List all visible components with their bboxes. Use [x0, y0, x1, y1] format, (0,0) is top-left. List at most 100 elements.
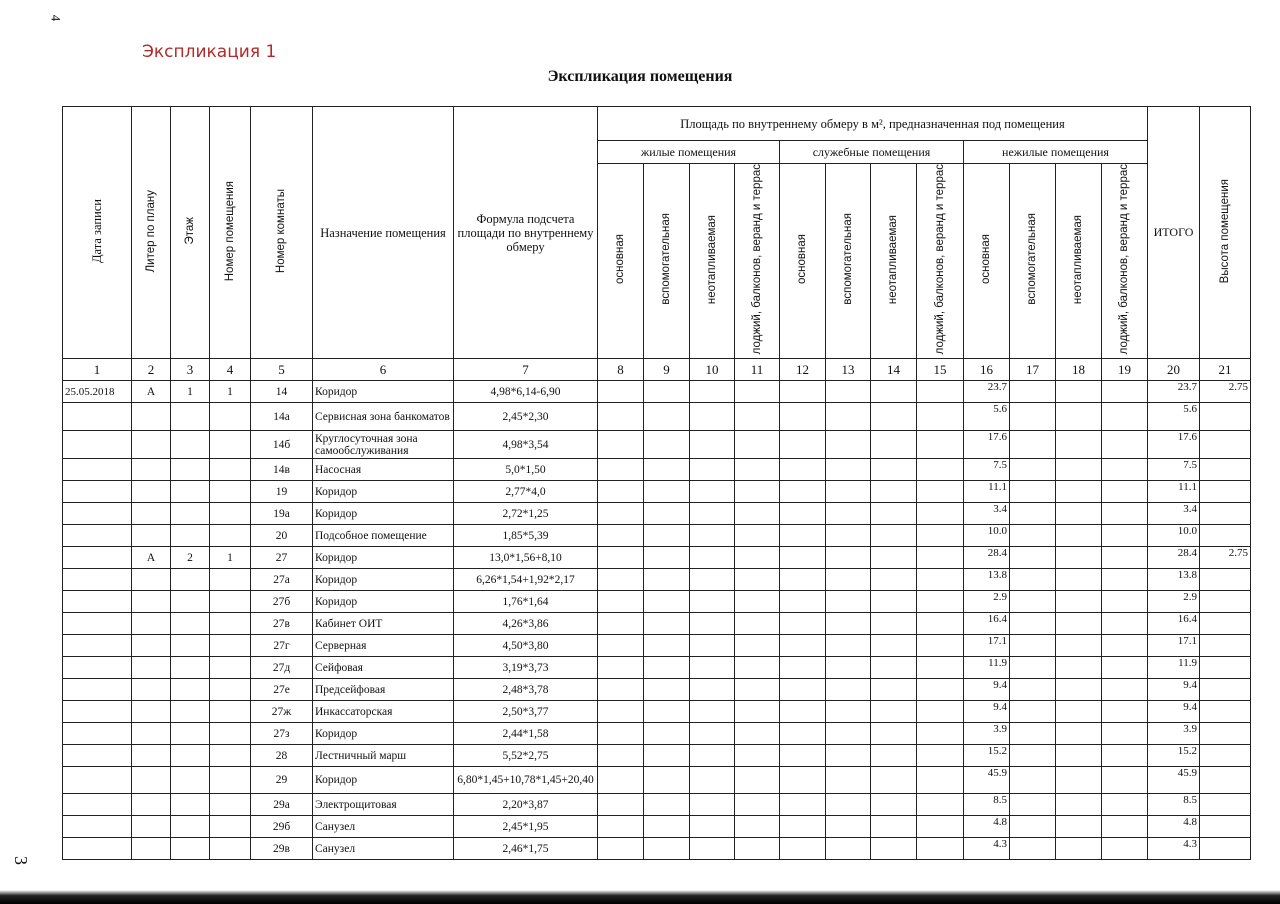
page-number: 4 [48, 14, 64, 22]
cell-area-14 [870, 744, 917, 768]
cell-area-8 [597, 458, 644, 482]
cell-area-16: 7.5 [963, 458, 1010, 482]
cell-area-17 [1009, 837, 1056, 861]
cell-purpose: Коридор [312, 480, 454, 504]
cell-area-12 [779, 793, 826, 817]
cell-premise [209, 837, 251, 861]
cell-area-15 [916, 815, 964, 839]
scan-edge [0, 890, 1280, 904]
cell-purpose: Санузел [312, 815, 454, 839]
cell-liter [131, 634, 171, 658]
cell-area-14 [870, 678, 917, 702]
cell-area-16: 45.9 [963, 766, 1010, 795]
cell-area-10 [689, 837, 735, 861]
column-number: 5 [250, 358, 313, 382]
cell-formula: 2,50*3,77 [453, 700, 598, 724]
cell-area-15 [916, 568, 964, 592]
cell-area-17 [1009, 766, 1056, 795]
cell-area-12 [779, 380, 826, 404]
cell-area-17 [1009, 480, 1056, 504]
cell-height [1199, 402, 1251, 432]
cell-area-13 [825, 568, 871, 592]
cell-area-17 [1009, 380, 1056, 404]
cell-area-8 [597, 793, 644, 817]
header-premise-number: Номер помещения [209, 105, 251, 360]
cell-area-13 [825, 815, 871, 839]
cell-area-14 [870, 793, 917, 817]
cell-area-13 [825, 722, 871, 746]
cell-area-16: 3.9 [963, 722, 1010, 746]
cell-area-8 [597, 722, 644, 746]
cell-total: 17.6 [1147, 430, 1200, 460]
cell-floor [170, 656, 210, 680]
cell-area-16: 3.4 [963, 502, 1010, 526]
cell-room: 14в [250, 458, 313, 482]
cell-area-15 [916, 722, 964, 746]
cell-room: 27з [250, 722, 313, 746]
cell-area-11 [734, 634, 780, 658]
header-room-number: Номер комнаты [250, 105, 313, 360]
table-row: 29 Коридор 6,80*1,45+10,78*1,45+20,40 45.9 4… [62, 766, 1251, 795]
cell-area-17 [1009, 430, 1056, 460]
cell-area-14 [870, 380, 917, 404]
cell-date [62, 524, 132, 548]
cell-area-18 [1055, 502, 1102, 526]
cell-area-13 [825, 502, 871, 526]
cell-area-14 [870, 524, 917, 548]
cell-area-11 [734, 744, 780, 768]
table-row: 27б Коридор 1,76*1,64 2.9 2.9 [62, 590, 1251, 614]
header-service: служебные помещения [779, 140, 964, 164]
cell-date [62, 722, 132, 746]
cell-floor [170, 744, 210, 768]
cell-area-13 [825, 678, 871, 702]
cell-area-13 [825, 402, 871, 432]
table-row: 28 Лестничный марш 5,52*2,75 15.2 15.2 [62, 744, 1251, 768]
cell-purpose: Кабинет ОИТ [312, 612, 454, 636]
cell-liter [131, 590, 171, 614]
cell-premise [209, 568, 251, 592]
cell-area-10 [689, 634, 735, 658]
cell-area-14 [870, 402, 917, 432]
cell-total: 13.8 [1147, 568, 1200, 592]
cell-date [62, 502, 132, 526]
cell-premise [209, 524, 251, 548]
cell-premise [209, 430, 251, 460]
cell-height [1199, 502, 1251, 526]
column-number: 17 [1009, 358, 1056, 382]
cell-total: 3.9 [1147, 722, 1200, 746]
cell-area-11 [734, 380, 780, 404]
cell-area-17 [1009, 502, 1056, 526]
cell-area-12 [779, 837, 826, 861]
cell-floor [170, 793, 210, 817]
cell-date [62, 744, 132, 768]
column-number: 20 [1147, 358, 1200, 382]
cell-area-9 [643, 430, 690, 460]
cell-area-13 [825, 380, 871, 404]
cell-purpose: Серверная [312, 634, 454, 658]
cell-area-11 [734, 722, 780, 746]
cell-area-17 [1009, 722, 1056, 746]
cell-premise [209, 656, 251, 680]
cell-area-18 [1055, 430, 1102, 460]
cell-liter [131, 722, 171, 746]
cell-height [1199, 815, 1251, 839]
cell-total: 16.4 [1147, 612, 1200, 636]
cell-floor [170, 568, 210, 592]
cell-area-19 [1101, 634, 1148, 658]
cell-area-11 [734, 837, 780, 861]
cell-date [62, 793, 132, 817]
cell-height [1199, 678, 1251, 702]
cell-room: 27е [250, 678, 313, 702]
cell-date: 25.05.2018 [62, 380, 132, 404]
cell-floor [170, 480, 210, 504]
cell-room: 14а [250, 402, 313, 432]
table-row: 29в Санузел 2,46*1,75 4.3 4.3 [62, 837, 1251, 861]
cell-area-18 [1055, 568, 1102, 592]
cell-area-9 [643, 612, 690, 636]
cell-area-16: 23.7 [963, 380, 1010, 404]
cell-area-17 [1009, 612, 1056, 636]
cell-purpose: Сервисная зона банкоматов [312, 402, 454, 432]
cell-area-17 [1009, 700, 1056, 724]
cell-purpose: Подсобное помещение [312, 524, 454, 548]
cell-height [1199, 656, 1251, 680]
